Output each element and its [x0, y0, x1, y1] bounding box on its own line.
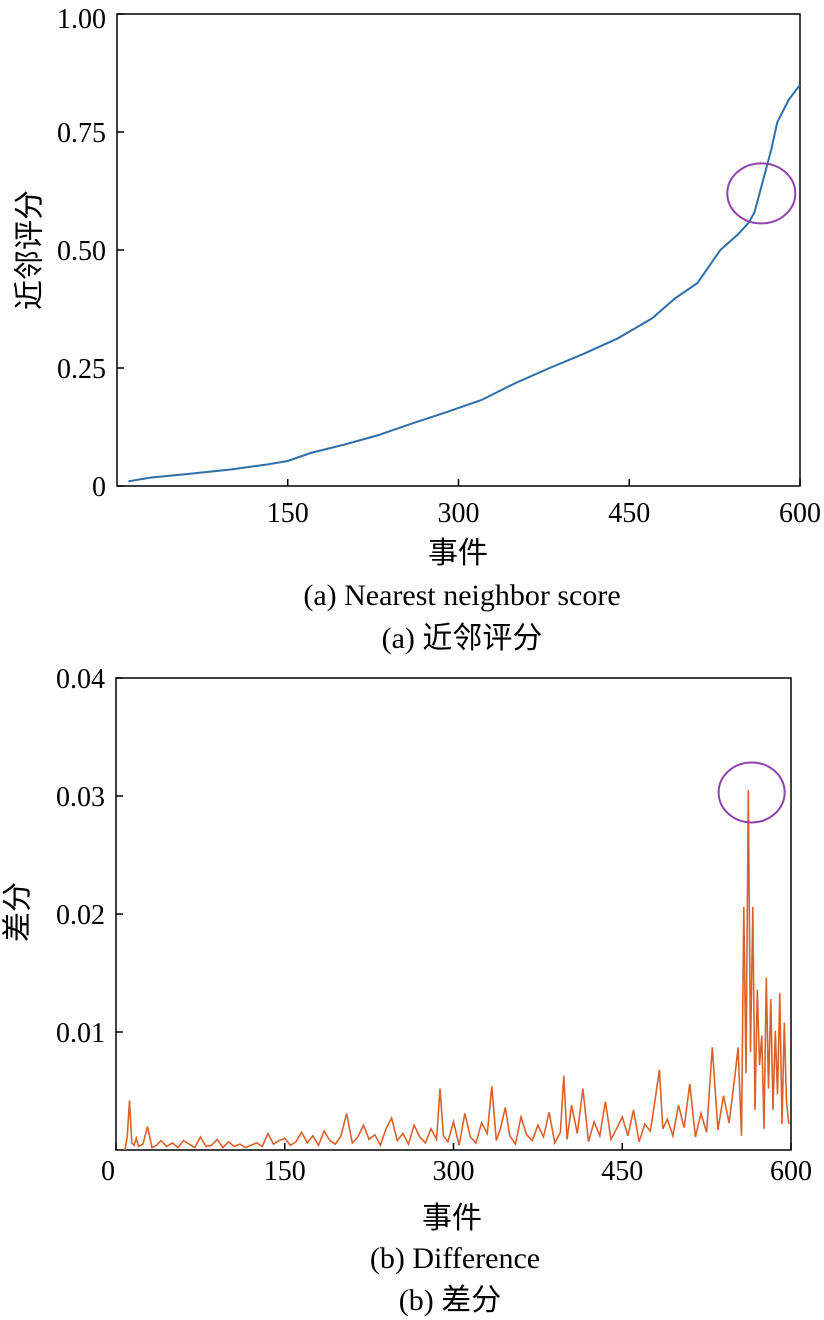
chart-a: 150 300 450 600 0 0.25 0.50 0.75 1.00 近邻评分 事件 (a…: [13, 4, 822, 655]
ticks-a: 150 300 450 600 0 0.25 0.50 0.75 1.00: [57, 4, 821, 529]
y-tick-label: 0.04: [56, 664, 105, 695]
x-tick-label: 600: [779, 498, 821, 529]
ticks-b: 0 150 300 450 600 0.01 0.02 0.03 0.04: [56, 664, 812, 1187]
x-tick-label: 0: [101, 1156, 115, 1187]
x-axis-label-b: 事件: [422, 1201, 482, 1236]
y-tick-label: 0.03: [56, 782, 105, 813]
plot-frame-a: [116, 13, 801, 487]
y-tick-label: 0.01: [56, 1018, 105, 1049]
x-tick-label: 150: [267, 498, 309, 529]
caption-zh-a: (a) 近邻评分: [382, 622, 543, 655]
caption-en-a: (a) Nearest neighbor score: [303, 579, 620, 612]
y-tick-label: 0.50: [57, 236, 106, 267]
caption-en-b: (b) Difference: [370, 1242, 540, 1275]
x-tick-label: 300: [433, 1156, 475, 1187]
x-tick-label: 300: [438, 498, 480, 529]
chart-b: 0 150 300 450 600 0.01 0.02 0.03 0.04 差分 事件 (b) …: [1, 664, 813, 1317]
y-tick-label: 0.02: [56, 900, 105, 931]
x-tick-label: 450: [601, 1156, 643, 1187]
x-tick-label: 450: [608, 498, 650, 529]
y-tick-label: 0.25: [57, 354, 106, 385]
annotation-circle-a: [726, 162, 797, 225]
y-axis-label-a: 近邻评分: [13, 190, 48, 310]
y-tick-label: 1.00: [57, 4, 106, 35]
y-axis-label-b: 差分: [1, 882, 36, 942]
plot-frame-b: [115, 677, 792, 1151]
x-axis-label-a: 事件: [428, 536, 488, 571]
series-line-a: [128, 84, 801, 483]
x-tick-label: 150: [264, 1156, 306, 1187]
y-tick-label: 0: [92, 472, 106, 503]
caption-zh-b: (b) 差分: [399, 1284, 501, 1317]
y-tick-label: 0.75: [57, 118, 106, 149]
x-tick-label: 600: [770, 1156, 812, 1187]
annotation-circle-b: [717, 761, 786, 824]
series-line-b: [124, 790, 790, 1151]
